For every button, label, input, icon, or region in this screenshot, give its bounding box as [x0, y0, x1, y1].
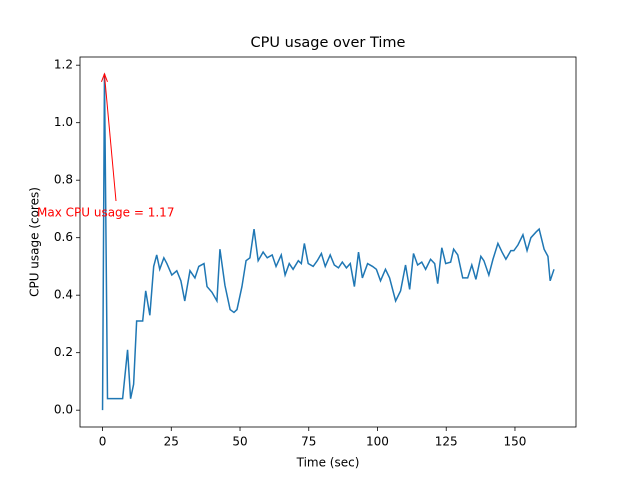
y-axis-label: CPU usage (cores) [28, 187, 42, 297]
plot-frame [79, 56, 577, 428]
x-tick-label: 150 [504, 435, 527, 449]
y-tick-label: 0.2 [54, 345, 73, 359]
y-tick-label: 0.0 [54, 403, 73, 417]
x-tick-label: 25 [164, 435, 179, 449]
y-tick-label: 0.6 [54, 230, 73, 244]
data-line [101, 73, 555, 411]
annotation-arrowhead [101, 72, 108, 82]
annotation-text: Max CPU usage = 1.17 [37, 206, 174, 220]
annotation-arrow [103, 74, 117, 202]
y-tick-label: 0.8 [54, 173, 73, 187]
chart-title: CPU usage over Time [251, 35, 406, 51]
x-tick-label: 75 [301, 435, 316, 449]
x-tick-label: 125 [435, 435, 458, 449]
x-tick-label: 100 [366, 435, 389, 449]
x-tick-label: 0 [99, 435, 107, 449]
y-tick-label: 1.0 [54, 115, 73, 129]
y-tick-label: 1.2 [54, 58, 73, 72]
x-tick-label: 50 [232, 435, 247, 449]
y-tick-label: 0.4 [54, 288, 73, 302]
x-axis-label: Time (sec) [296, 456, 360, 470]
